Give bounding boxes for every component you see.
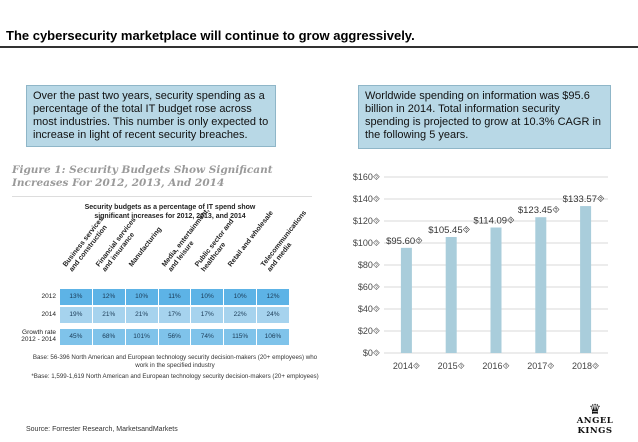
spending-bar-chart: $0⯑ $20⯑ $40⯑ $60⯑ $80⯑ $100⯑ $120⯑ $140⯑ $160⯑ $… (353, 172, 608, 371)
table-cell: 17% (159, 307, 192, 323)
bar (400, 247, 412, 353)
row-label-growth: Growth rate 2012 - 2014 (21, 329, 56, 343)
y-tick-label: $100⯑ (353, 238, 380, 248)
data-label: $95.60⯑ (386, 236, 423, 247)
table-cell: 106% (257, 329, 290, 345)
y-tick-label: $0⯑ (363, 348, 380, 358)
slide-title: The cybersecurity marketplace will conti… (6, 28, 415, 43)
bar (535, 217, 547, 353)
table-footnote: Base: 56-396 North American and European… (32, 354, 318, 369)
table-cell: 74% (191, 329, 225, 345)
table-cell: 10% (224, 289, 258, 305)
y-tick-label: $160⯑ (353, 172, 380, 182)
table-cell: 19% (60, 307, 93, 323)
figure-divider (12, 196, 312, 197)
row-label-2012: 2012 (41, 293, 56, 300)
angel-kings-logo: ♛ ANGEL KINGS (560, 402, 630, 436)
title-divider (0, 46, 638, 48)
table-cell: 21% (126, 307, 159, 323)
data-label: $123.45⯑ (518, 205, 560, 216)
y-tick-label: $40⯑ (358, 304, 380, 314)
x-tick-label: 2018⯑ (572, 361, 599, 371)
table-cell: 115% (224, 329, 258, 345)
y-tick-label: $120⯑ (353, 216, 380, 226)
data-label: $133.57⯑ (563, 194, 605, 205)
table-cell: 11% (159, 289, 192, 305)
x-tick-label: 2016⯑ (482, 361, 509, 371)
table-cell: 10% (191, 289, 225, 305)
logo-text: ANGEL KINGS (576, 416, 614, 436)
bar (580, 206, 592, 353)
callout-left: Over the past two years, security spendi… (26, 85, 276, 147)
table-cell: 12% (257, 289, 290, 305)
y-tick-label: $60⯑ (358, 282, 380, 292)
y-tick-label: $140⯑ (353, 194, 380, 204)
data-label: $114.09⯑ (473, 216, 515, 227)
table-cell: 24% (257, 307, 290, 323)
table-cell: 45% (60, 329, 93, 345)
table-cell: 101% (126, 329, 159, 345)
y-tick-label: $20⯑ (358, 326, 380, 336)
table-row: 19% 21% 21% 17% 17% 22% 24% (60, 307, 290, 323)
crown-icon: ♛ (588, 401, 602, 417)
table-heading: Security budgets as a percentage of IT s… (84, 204, 256, 220)
source-note: Source: Forrester Research, MarketsandMa… (26, 426, 178, 433)
x-tick-label: 2014⯑ (393, 361, 420, 371)
table-row: 13% 12% 10% 11% 10% 10% 12% (60, 289, 290, 305)
table-row: 45% 68% 101% 56% 74% 115% 106% (60, 329, 290, 345)
data-label: $105.45⯑ (428, 225, 470, 236)
row-label-2014: 2014 (41, 311, 56, 318)
table-cell: 12% (93, 289, 126, 305)
bar (445, 237, 457, 353)
table-cell: 13% (60, 289, 93, 305)
y-tick-label: $80⯑ (358, 260, 380, 270)
table-footnote-base: *Base: 1,599-1,619 North American and Eu… (31, 373, 319, 380)
table-cell: 22% (224, 307, 258, 323)
x-tick-label: 2015⯑ (438, 361, 465, 371)
callout-right: Worldwide spending on information was $9… (358, 85, 611, 149)
table-cell: 56% (159, 329, 192, 345)
bar (490, 227, 502, 353)
table-cell: 21% (93, 307, 126, 323)
table-cell: 68% (93, 329, 126, 345)
table-cell: 10% (126, 289, 159, 305)
table-cell: 17% (191, 307, 225, 323)
figure-title: Figure 1: Security Budgets Show Signific… (12, 164, 273, 189)
x-tick-label: 2017⯑ (527, 361, 554, 371)
